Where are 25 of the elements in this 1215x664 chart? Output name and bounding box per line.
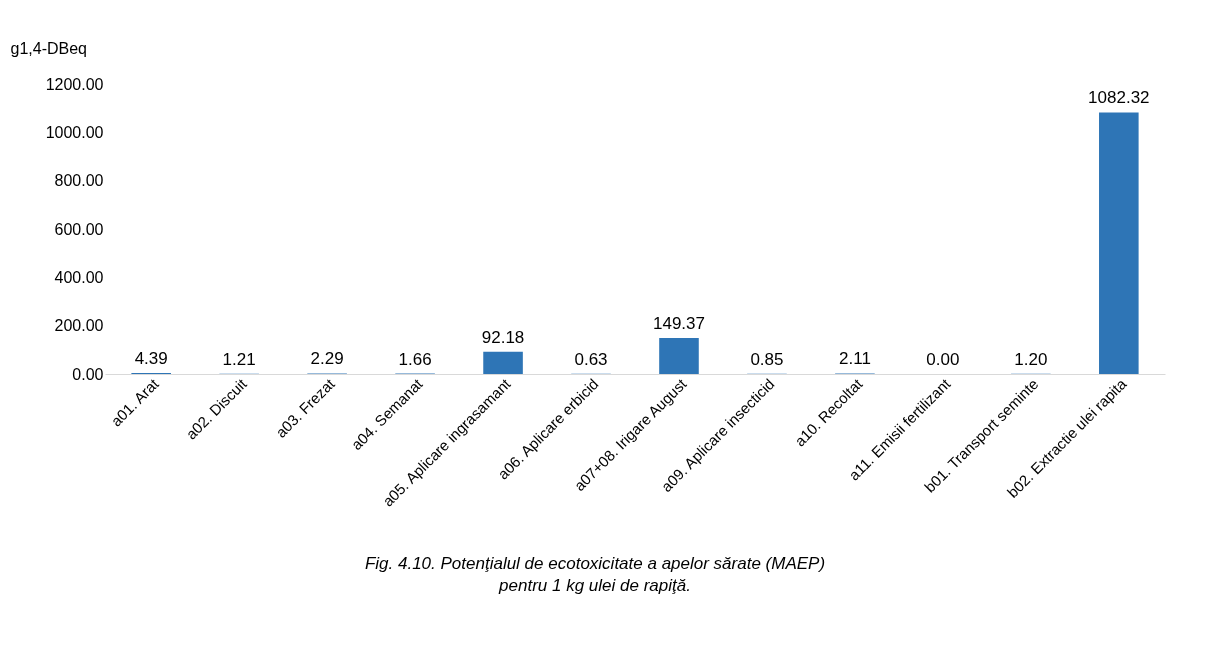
- data-label: 92.18: [481, 327, 525, 347]
- y-tick-label: 600.00: [54, 220, 104, 238]
- y-tick-label: 400.00: [54, 268, 104, 286]
- data-label: 1.66: [398, 349, 432, 369]
- data-label: 0.85: [750, 349, 784, 369]
- y-axis-title: g1,4-DBeq: [10, 39, 87, 57]
- bar: [659, 337, 699, 374]
- y-tick-label: 200.00: [54, 317, 104, 335]
- data-label: 0.63: [574, 349, 608, 369]
- data-label: 2.29: [310, 349, 344, 369]
- data-label: 1.20: [1014, 349, 1048, 369]
- y-tick-label: 800.00: [54, 172, 104, 190]
- y-tick-label: 1000.00: [45, 123, 104, 141]
- data-label: 1082.32: [1088, 88, 1150, 108]
- y-tick-label: 1200.00: [45, 75, 104, 93]
- data-label: 1.21: [222, 349, 256, 369]
- y-tick-label: 0.00: [72, 365, 104, 383]
- text: pentru 1 kg ulei de rapiţă.: [498, 576, 691, 595]
- caption: Fig. 4.10. Potenţialul de ecotoxicitate a apelor sărate (MAEP): [364, 554, 826, 573]
- data-label: 149.37: [652, 313, 705, 333]
- data-label: 0.00: [926, 350, 960, 369]
- data-label: 4.39: [134, 348, 168, 368]
- bar: [1099, 112, 1139, 374]
- bar: [483, 351, 523, 374]
- data-label: 2.11: [839, 349, 871, 369]
